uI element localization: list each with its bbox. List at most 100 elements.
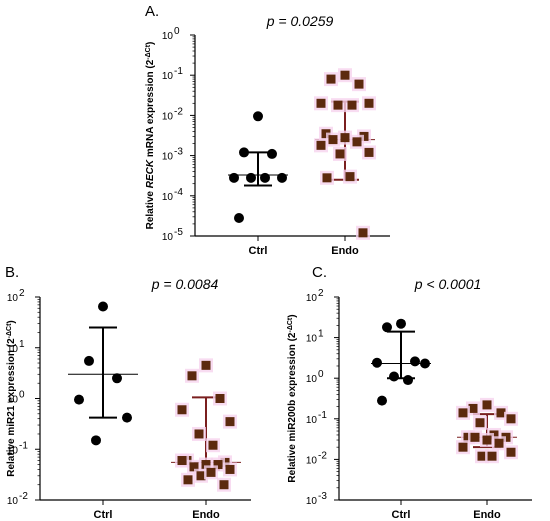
data-point: [189, 462, 199, 472]
data-point: [458, 442, 468, 452]
y-axis-label: Relative miR200b expression (2-ΔCt): [287, 314, 299, 482]
y-tick-exponent: 1: [318, 329, 324, 340]
data-point: [403, 375, 413, 386]
x-category-label: Ctrl: [392, 509, 411, 521]
data-point: [347, 100, 357, 110]
data-point: [477, 451, 487, 461]
y-tick-exponent: -4: [174, 187, 183, 198]
data-point: [215, 394, 225, 403]
data-point: [364, 98, 374, 108]
data-point: [364, 147, 374, 157]
y-tick-label: 10: [306, 496, 318, 507]
data-point: [458, 408, 468, 418]
data-point: [84, 355, 94, 366]
x-category-label: Endo: [192, 509, 220, 521]
data-point: [389, 371, 399, 382]
data-point: [208, 440, 218, 450]
data-point: [239, 147, 249, 158]
data-point: [225, 417, 235, 427]
data-point: [253, 111, 263, 122]
data-point: [506, 447, 516, 457]
data-point: [340, 70, 350, 80]
y-tick-exponent: 0: [174, 26, 180, 37]
data-point: [183, 475, 193, 485]
y-tick-label: 10: [7, 496, 19, 507]
data-point: [468, 403, 478, 413]
panel-label: B.: [5, 264, 19, 281]
data-point: [322, 173, 332, 183]
x-category-label: Endo: [331, 245, 359, 257]
y-axis-label: Relative RECK mRNA expression (2-ΔCt): [145, 42, 157, 230]
data-point: [506, 414, 516, 424]
data-point: [194, 429, 204, 439]
data-point: [246, 172, 256, 183]
y-tick-label: 10: [306, 455, 318, 466]
x-category-label: Ctrl: [249, 245, 268, 257]
data-point: [475, 418, 485, 428]
data-point: [196, 471, 206, 481]
data-point: [316, 98, 326, 108]
data-point: [316, 140, 326, 150]
y-tick-label: 10: [162, 152, 174, 163]
y-tick-exponent: -2: [19, 491, 28, 502]
data-point: [277, 172, 287, 183]
data-point: [201, 460, 211, 470]
y-tick-exponent: 2: [318, 288, 324, 299]
y-axis-label: Relative miR21 expression (2-ΔCt): [6, 320, 18, 477]
data-point: [358, 228, 368, 238]
data-point: [410, 356, 420, 367]
data-point: [201, 360, 211, 370]
data-point: [91, 435, 101, 446]
data-point: [112, 373, 122, 384]
x-category-label: Ctrl: [94, 509, 113, 521]
data-point: [482, 400, 492, 410]
data-point: [122, 412, 132, 423]
x-category-label: Endo: [473, 509, 501, 521]
panel-label: A.: [145, 3, 159, 20]
y-tick-exponent: -1: [19, 440, 28, 451]
y-tick-label: 10: [162, 192, 174, 203]
panel-label: C.: [312, 264, 327, 281]
y-tick-label: 10: [306, 293, 318, 304]
data-point: [352, 137, 362, 147]
data-point: [234, 213, 244, 224]
data-point: [74, 394, 84, 405]
y-tick-exponent: -1: [174, 66, 183, 77]
y-tick-exponent: 0: [318, 369, 324, 380]
data-point: [470, 432, 480, 442]
p-value-annotation: p = 0.0259: [266, 13, 334, 29]
data-point: [177, 456, 187, 466]
p-value-annotation: p < 0.0001: [414, 276, 482, 292]
data-point: [377, 395, 387, 406]
y-tick-label: 10: [306, 334, 318, 345]
data-point: [267, 148, 277, 159]
data-point: [260, 172, 270, 183]
data-point: [219, 480, 229, 490]
data-point: [98, 301, 108, 312]
y-tick-label: 10: [7, 293, 19, 304]
y-tick-exponent: -5: [174, 227, 183, 238]
data-point: [213, 460, 223, 470]
data-point: [354, 79, 364, 89]
y-tick-exponent: -1: [318, 410, 327, 421]
data-point: [496, 408, 506, 418]
data-point: [328, 135, 338, 145]
y-tick-label: 10: [162, 232, 174, 243]
data-point: [420, 358, 430, 369]
data-point: [335, 149, 345, 159]
data-point: [345, 172, 355, 182]
y-tick-label: 10: [162, 71, 174, 82]
y-tick-label: 10: [7, 395, 19, 406]
data-point: [225, 464, 235, 474]
y-tick-exponent: 0: [19, 390, 25, 401]
y-tick-exponent: -3: [174, 147, 183, 158]
data-point: [482, 435, 492, 445]
data-point: [396, 318, 406, 329]
data-point: [206, 467, 216, 477]
y-tick-exponent: -2: [318, 450, 327, 461]
data-point: [333, 100, 343, 110]
